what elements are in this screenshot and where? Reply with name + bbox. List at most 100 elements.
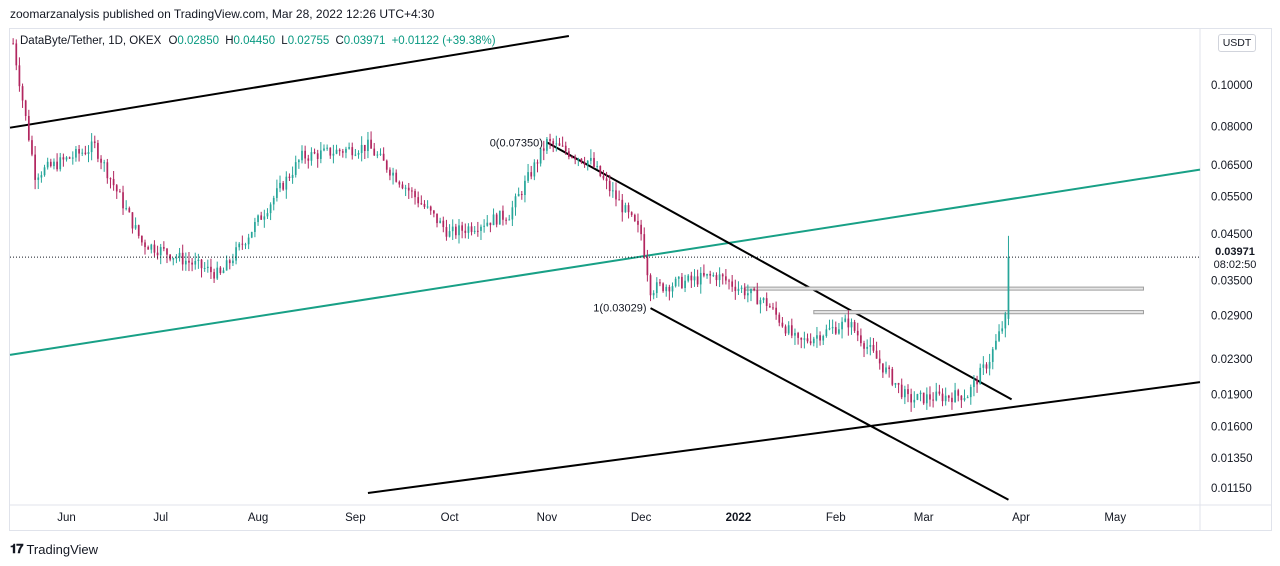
candle-body (106, 162, 109, 179)
candle-body (872, 344, 875, 351)
candle-body (172, 258, 175, 260)
candle-body (762, 298, 765, 301)
trendline-rising-trendline (9, 168, 1201, 356)
high-value: 0.04450 (233, 35, 276, 47)
candle-body (838, 329, 840, 334)
candle-body (329, 147, 332, 156)
candle-body (291, 174, 294, 178)
candle-body (618, 199, 620, 201)
candle-body (84, 152, 87, 154)
candle-body (144, 242, 146, 248)
candle-body (492, 214, 495, 226)
candle-body (533, 162, 536, 177)
chart-frame (9, 28, 1272, 531)
candle-body (56, 161, 58, 170)
candle-body (900, 384, 903, 398)
candle-body (448, 231, 451, 237)
candle-body (922, 392, 925, 404)
candle-body (536, 162, 539, 164)
tradingview-brand[interactable]: 𝟏𝟕 TradingView (10, 541, 98, 557)
symbol-name[interactable]: DataByte/Tether, 1D, OKEX (20, 35, 162, 47)
price-tick-label: 0.06500 (1211, 160, 1253, 172)
candle-body (100, 158, 102, 163)
candle-body (178, 252, 181, 258)
candle-body (244, 244, 247, 246)
candle-body (652, 293, 655, 296)
change-value: +0.01122 (+39.38%) (391, 35, 496, 47)
candle-body (426, 206, 429, 208)
candle-body (637, 220, 639, 225)
candle-body (241, 243, 244, 245)
time-tick-label: Mar (914, 512, 934, 524)
candle-body (520, 194, 523, 196)
price-tick-label: 0.05500 (1211, 191, 1253, 203)
candle-body (502, 210, 504, 220)
candle-body (254, 222, 256, 232)
candle-body (841, 321, 843, 330)
candle-body (690, 275, 693, 281)
candle-body (420, 203, 423, 205)
candle-body (571, 156, 573, 158)
candle-body (411, 190, 413, 192)
currency-unit-button[interactable]: USDT (1218, 34, 1256, 52)
price-tick-label: 0.02900 (1211, 311, 1253, 323)
time-tick-label: Nov (537, 512, 558, 524)
candle-body (721, 274, 724, 277)
candle-body (288, 176, 291, 178)
candle-body (583, 162, 586, 165)
candle-body (577, 158, 580, 160)
candle-body (398, 181, 401, 185)
candle-body (382, 153, 385, 161)
candle-body (279, 182, 281, 189)
candle-body (530, 172, 533, 177)
candle-body (546, 138, 548, 151)
candle-body (627, 205, 630, 213)
candle-body (250, 231, 253, 238)
candle-body (687, 275, 690, 281)
candle-body (602, 175, 605, 179)
candle-body (944, 395, 947, 402)
candle-body (703, 272, 705, 276)
candle-body (929, 394, 931, 400)
candle-body (232, 260, 234, 264)
time-tick-label: Jun (57, 512, 76, 524)
candle-body (919, 392, 922, 395)
time-tick-label: Dec (631, 512, 652, 524)
candle-body (150, 244, 153, 250)
candle-body (480, 226, 482, 231)
time-tick-label: Feb (826, 512, 846, 524)
candle-body (875, 350, 878, 359)
candle-body (611, 190, 614, 192)
candle-body (24, 100, 27, 116)
candle-body (266, 213, 269, 217)
candle-body (957, 390, 960, 396)
candle-body (285, 176, 288, 190)
trendline-upper-channel (9, 35, 570, 129)
fib-level-label: 1(0.03029) (593, 303, 646, 315)
candle-body (853, 322, 856, 331)
candle-body (834, 327, 837, 334)
candle-body (517, 194, 520, 197)
candle-body (109, 178, 112, 180)
candle-body (586, 160, 589, 165)
time-tick-label: Jul (153, 512, 168, 524)
candle-body (128, 208, 131, 213)
candle-body (756, 290, 759, 305)
candle-body (514, 196, 517, 208)
open-value: 0.02850 (177, 35, 219, 47)
candle-body (746, 293, 749, 296)
candle-body (442, 220, 445, 228)
candle-body (247, 237, 250, 245)
candle-body (985, 364, 988, 369)
candle-body (78, 149, 80, 154)
candle-body (376, 154, 379, 156)
candle-body (307, 158, 310, 161)
candle-body (935, 391, 938, 401)
time-tick-label: Oct (441, 512, 460, 524)
candle-body (891, 368, 894, 385)
brand-name: TradingView (26, 541, 99, 557)
candle-body (68, 157, 71, 159)
candle-body (294, 162, 297, 175)
candle-body (552, 141, 555, 145)
